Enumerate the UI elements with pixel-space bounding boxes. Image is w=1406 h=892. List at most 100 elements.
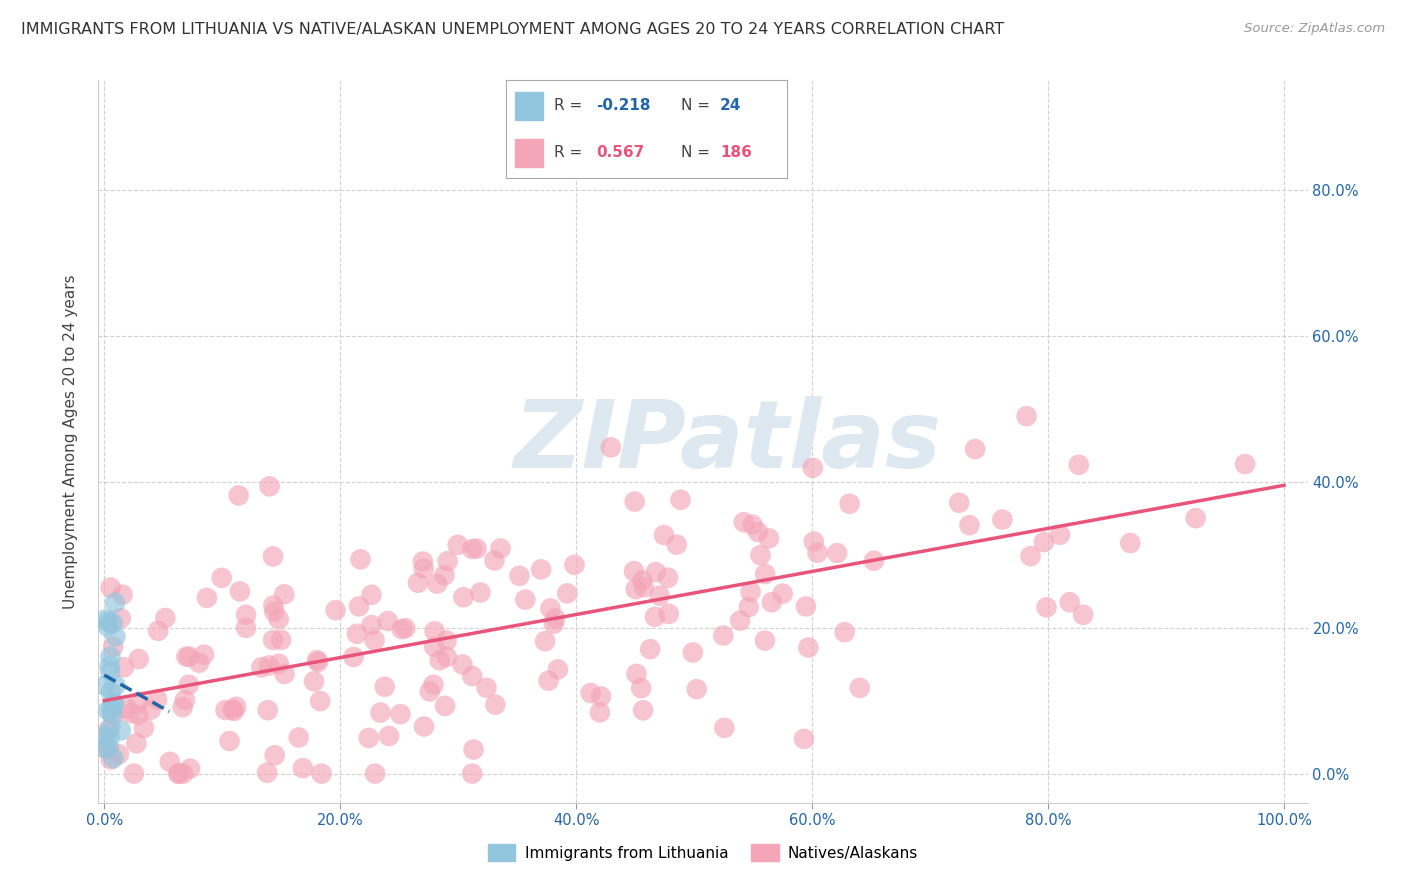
- Point: [97, 740, 120, 755]
- Point: [623, 564, 645, 578]
- Point: [508, 569, 530, 583]
- Point: [741, 517, 763, 532]
- Point: [484, 698, 506, 712]
- Point: [626, 666, 648, 681]
- Point: [262, 632, 284, 647]
- Point: [389, 707, 412, 722]
- Point: [179, 762, 201, 776]
- Point: [631, 574, 654, 588]
- Point: [101, 706, 124, 721]
- Point: [658, 607, 681, 621]
- Point: [801, 460, 824, 475]
- Point: [1071, 607, 1094, 622]
- Point: [174, 693, 197, 707]
- Point: [273, 587, 295, 601]
- Point: [94, 741, 117, 756]
- Text: IMMIGRANTS FROM LITHUANIA VS NATIVE/ALASKAN UNEMPLOYMENT AMONG AGES 20 TO 24 YEA: IMMIGRANTS FROM LITHUANIA VS NATIVE/ALAS…: [21, 22, 1004, 37]
- Point: [1184, 511, 1206, 525]
- Point: [412, 562, 434, 576]
- Point: [422, 678, 444, 692]
- Point: [176, 649, 198, 664]
- Point: [117, 701, 139, 715]
- Point: [849, 681, 872, 695]
- Point: [101, 709, 124, 723]
- Point: [429, 653, 451, 667]
- Point: [257, 658, 280, 673]
- Point: [761, 595, 783, 609]
- Point: [426, 576, 449, 591]
- Point: [100, 721, 122, 735]
- Point: [267, 612, 290, 626]
- Point: [394, 621, 416, 635]
- Point: [451, 657, 474, 672]
- Point: [273, 667, 295, 681]
- Point: [146, 692, 169, 706]
- Point: [100, 752, 122, 766]
- Point: [772, 587, 794, 601]
- Point: [544, 611, 567, 625]
- Point: [148, 624, 170, 638]
- Point: [1019, 549, 1042, 563]
- Text: R =: R =: [554, 98, 582, 113]
- Point: [101, 615, 124, 630]
- Point: [377, 614, 399, 628]
- Point: [948, 496, 970, 510]
- Text: R =: R =: [554, 145, 582, 161]
- Point: [222, 704, 245, 718]
- Point: [103, 640, 125, 654]
- Point: [965, 442, 987, 456]
- Point: [256, 703, 278, 717]
- Point: [447, 538, 470, 552]
- Point: [579, 686, 602, 700]
- Point: [342, 650, 364, 665]
- Text: Source: ZipAtlas.com: Source: ZipAtlas.com: [1244, 22, 1385, 36]
- Point: [991, 512, 1014, 526]
- Point: [1119, 536, 1142, 550]
- Point: [267, 657, 290, 671]
- Point: [100, 685, 122, 699]
- Point: [749, 548, 772, 562]
- Point: [305, 653, 328, 667]
- Point: [959, 518, 981, 533]
- Point: [370, 706, 392, 720]
- Point: [112, 660, 135, 674]
- Point: [103, 696, 125, 710]
- Point: [235, 621, 257, 635]
- Point: [104, 678, 127, 692]
- Point: [434, 698, 457, 713]
- Point: [172, 700, 194, 714]
- Point: [631, 703, 654, 717]
- Text: N =: N =: [681, 145, 710, 161]
- Point: [738, 600, 761, 615]
- Point: [108, 747, 131, 762]
- Point: [436, 633, 458, 648]
- Point: [711, 628, 734, 642]
- Bar: [515, 92, 543, 120]
- Point: [94, 729, 117, 743]
- Point: [1032, 535, 1054, 549]
- Point: [728, 614, 751, 628]
- Point: [262, 599, 284, 613]
- Point: [797, 640, 820, 655]
- Point: [413, 719, 436, 733]
- Point: [225, 699, 247, 714]
- Point: [103, 697, 125, 711]
- Point: [346, 626, 368, 640]
- Point: [1067, 458, 1090, 472]
- Point: [214, 703, 236, 717]
- Point: [94, 612, 117, 626]
- Point: [127, 707, 149, 722]
- Point: [465, 541, 488, 556]
- Point: [263, 748, 285, 763]
- Point: [747, 524, 769, 539]
- Point: [262, 549, 284, 564]
- Point: [104, 596, 127, 610]
- Point: [167, 766, 190, 780]
- Point: [229, 584, 252, 599]
- Point: [754, 567, 776, 582]
- Point: [470, 585, 492, 599]
- Point: [128, 652, 150, 666]
- Point: [599, 441, 621, 455]
- Point: [423, 624, 446, 639]
- Point: [228, 488, 250, 502]
